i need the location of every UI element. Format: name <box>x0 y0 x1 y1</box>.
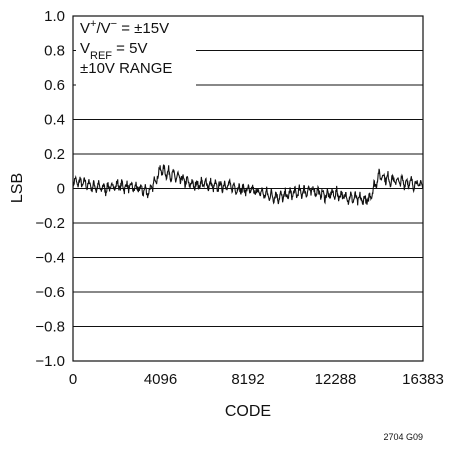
x-tick-label: 8192 <box>231 371 264 388</box>
x-tick-label: 0 <box>69 371 77 388</box>
y-tick-label: −0.4 <box>35 250 65 267</box>
y-tick-label: 1.0 <box>44 8 65 25</box>
condition-line: V+/V− = ±15V <box>80 18 169 37</box>
y-tick-label: 0.4 <box>44 112 65 129</box>
y-tick-label: −0.2 <box>35 215 65 232</box>
x-tick-labels: 0 4096 8192 12288 16383 <box>69 371 444 388</box>
condition-line: VREF = 5V <box>80 40 147 62</box>
data-series <box>72 164 424 206</box>
y-tick-label: 0.8 <box>44 43 65 60</box>
y-tick-label: −0.6 <box>35 284 65 301</box>
y-tick-label: 0 <box>57 181 65 198</box>
x-tick-label: 16383 <box>402 371 444 388</box>
conditions-box-mask <box>76 14 196 86</box>
plot-frame <box>72 15 424 362</box>
y-axis-title: LSB <box>9 173 26 203</box>
condition-line: ±10V RANGE <box>80 60 172 77</box>
x-tick-label: 4096 <box>144 371 177 388</box>
y-tick-label: 0.2 <box>44 146 65 163</box>
x-tick-label: 12288 <box>315 371 357 388</box>
x-axis-title: CODE <box>225 403 271 420</box>
y-tick-label: −1.0 <box>35 353 65 370</box>
conditions-annotation: V+/V− = ±15V VREF = 5V±10V RANGE <box>80 18 172 77</box>
figure-id: 2704 G09 <box>383 432 423 442</box>
y-tick-label: −0.8 <box>35 319 65 336</box>
dnl-trace <box>72 164 424 206</box>
y-tick-label: 0.6 <box>44 77 65 94</box>
y-tick-labels: 1.0 0.8 0.6 0.4 0.2 0 −0.2 −0.4 −0.6 −0.8 −1.0 <box>35 8 65 370</box>
